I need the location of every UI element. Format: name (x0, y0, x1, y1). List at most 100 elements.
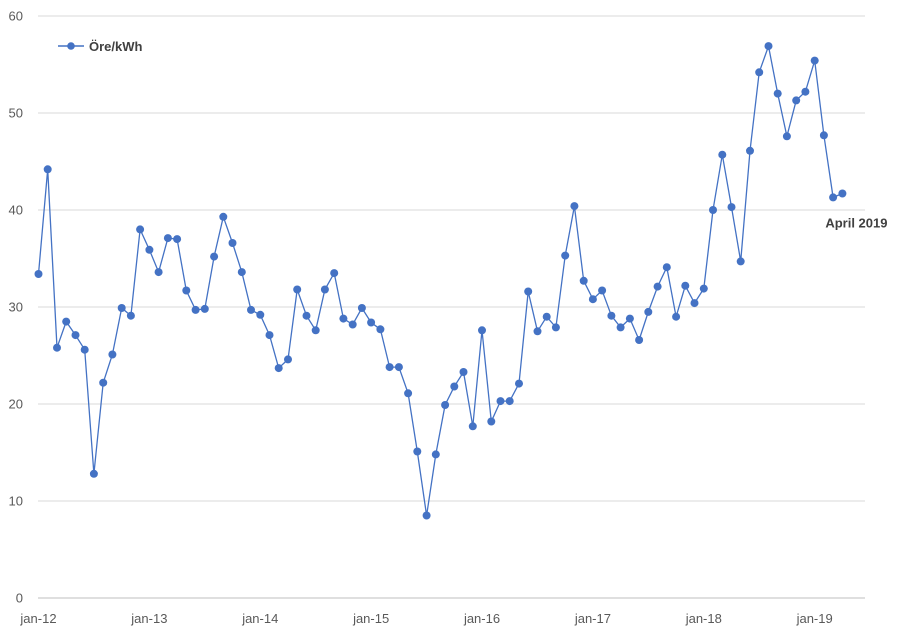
x-axis-ticks: jan-12 jan-13 jan-14 jan-15 jan-16 jan-17 jan-… (19, 611, 832, 626)
data-point (718, 150, 727, 159)
data-point (136, 225, 145, 234)
data-point (635, 336, 644, 344)
y-tick-label: 10 (9, 494, 23, 509)
data-point (99, 378, 108, 387)
data-point (237, 268, 246, 277)
data-point (625, 314, 634, 323)
data-point (163, 234, 172, 243)
data-point (34, 270, 43, 278)
data-point (792, 96, 801, 105)
data-point (311, 326, 320, 335)
data-point (773, 89, 782, 98)
data-point (496, 397, 505, 406)
data-point (117, 304, 126, 312)
data-point (542, 312, 551, 321)
data-point (210, 252, 219, 261)
data-point (736, 257, 745, 266)
series-line (37, 43, 843, 516)
data-point (173, 235, 182, 244)
x-tick-label: jan-13 (130, 611, 167, 626)
data-point (404, 389, 413, 398)
data-point (579, 276, 588, 285)
data-point (441, 401, 450, 409)
data-point (367, 318, 376, 327)
data-point (53, 343, 61, 352)
data-point (801, 87, 810, 96)
data-point (459, 368, 468, 376)
data-point (515, 379, 523, 388)
data-point (247, 305, 255, 314)
legend-label: Öre/kWh (89, 39, 143, 54)
data-point (320, 285, 329, 294)
data-point (524, 287, 533, 296)
data-point (755, 68, 764, 77)
data-point (598, 286, 607, 295)
data-point (690, 299, 699, 308)
data-point (699, 284, 708, 293)
data-point (607, 311, 616, 320)
data-point (533, 327, 542, 336)
y-tick-label: 60 (9, 9, 23, 24)
series-ore-kwh (34, 42, 847, 520)
data-point (570, 202, 579, 211)
legend-marker-swatch (67, 42, 75, 50)
data-point (672, 312, 681, 321)
x-tick-label: jan-19 (796, 611, 833, 626)
data-point (422, 511, 431, 520)
data-point (838, 189, 847, 198)
gridlines (38, 15, 865, 502)
data-point (339, 314, 348, 323)
data-point (330, 269, 339, 278)
data-point (819, 131, 828, 140)
data-point (662, 263, 671, 272)
data-point (357, 304, 366, 312)
data-point (284, 355, 292, 364)
data-point (644, 307, 653, 316)
data-point (265, 331, 274, 340)
data-point (293, 285, 302, 294)
data-point (616, 323, 625, 332)
data-point (746, 146, 754, 155)
data-point (468, 422, 477, 431)
data-point (191, 305, 200, 314)
data-point (126, 311, 135, 320)
x-tick-label: jan-17 (574, 611, 611, 626)
data-point (829, 193, 838, 202)
data-point (182, 286, 191, 295)
data-point (551, 323, 560, 332)
data-point (385, 363, 394, 372)
x-tick-label: jan-12 (19, 611, 56, 626)
y-tick-label: 50 (9, 106, 23, 121)
x-tick-label: jan-18 (685, 611, 722, 626)
data-point (200, 304, 209, 313)
data-point (154, 268, 163, 277)
data-point (348, 320, 357, 329)
data-point (43, 165, 52, 174)
data-point (782, 132, 791, 141)
data-point (302, 311, 311, 320)
x-tick-label: jan-15 (352, 611, 389, 626)
data-point (413, 447, 422, 456)
data-point (274, 364, 283, 373)
data-point (108, 350, 117, 359)
data-point (62, 317, 71, 326)
data-point (588, 295, 597, 304)
data-point (80, 345, 89, 354)
data-point (709, 206, 717, 214)
data-point (487, 417, 496, 426)
data-point (145, 245, 154, 254)
data-point (394, 363, 403, 372)
x-tick-label: jan-16 (463, 611, 500, 626)
y-tick-label: 20 (9, 397, 23, 412)
x-tick-label: jan-14 (241, 611, 278, 626)
y-tick-label: 40 (9, 203, 23, 218)
legend: Öre/kWh (58, 39, 143, 54)
y-tick-label: 0 (16, 591, 23, 606)
data-point (810, 56, 819, 65)
last-point-annotation: April 2019 (825, 216, 887, 231)
y-axis-ticks: 0 10 20 30 40 50 60 (9, 9, 23, 606)
data-point (561, 251, 570, 260)
data-point (228, 239, 237, 247)
data-point (653, 282, 662, 291)
